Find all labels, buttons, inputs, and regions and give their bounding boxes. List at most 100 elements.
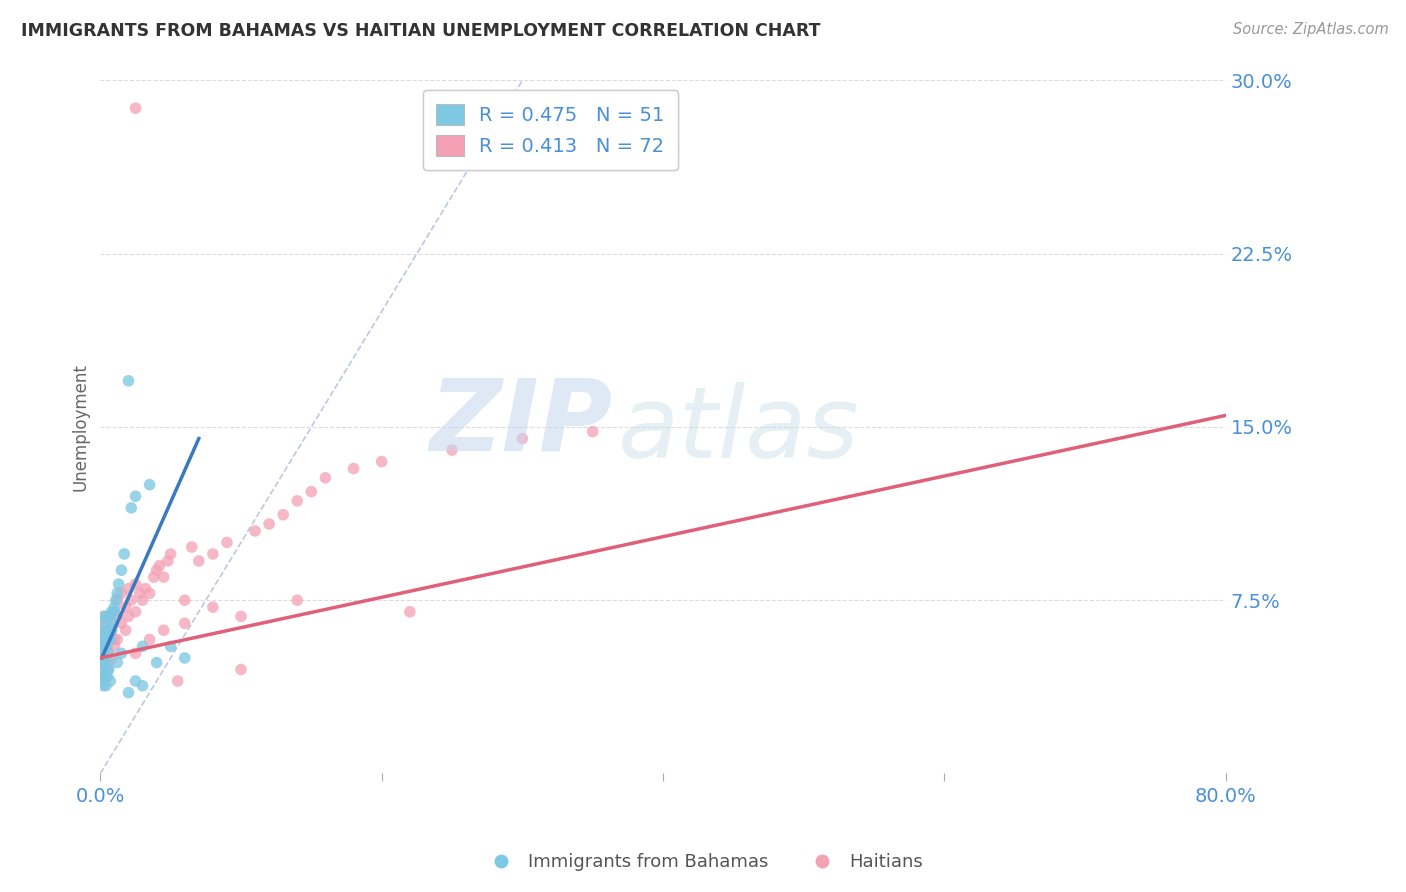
Point bbox=[138, 477, 160, 491]
Point bbox=[105, 586, 128, 600]
Point bbox=[159, 640, 181, 654]
Point bbox=[117, 609, 139, 624]
Point bbox=[117, 685, 139, 699]
Point bbox=[94, 669, 117, 683]
Point bbox=[124, 646, 146, 660]
Point bbox=[173, 651, 195, 665]
Point bbox=[94, 616, 117, 631]
Point bbox=[96, 609, 118, 624]
Point bbox=[96, 609, 118, 624]
Point bbox=[285, 593, 308, 607]
Y-axis label: Unemployment: Unemployment bbox=[72, 363, 89, 491]
Point bbox=[91, 632, 114, 647]
Point bbox=[94, 679, 117, 693]
Point bbox=[98, 632, 121, 647]
Point bbox=[103, 605, 125, 619]
Point bbox=[96, 663, 118, 677]
Text: atlas: atlas bbox=[619, 382, 859, 479]
Point bbox=[93, 651, 115, 665]
Point bbox=[105, 609, 128, 624]
Point bbox=[138, 632, 160, 647]
Point bbox=[93, 632, 115, 647]
Point bbox=[107, 577, 129, 591]
Point bbox=[120, 593, 142, 607]
Point bbox=[299, 484, 322, 499]
Point bbox=[91, 656, 114, 670]
Point bbox=[94, 624, 117, 638]
Point bbox=[105, 656, 128, 670]
Point bbox=[112, 547, 135, 561]
Point bbox=[131, 593, 153, 607]
Point bbox=[110, 616, 132, 631]
Point bbox=[120, 500, 142, 515]
Point bbox=[97, 632, 120, 647]
Point bbox=[98, 674, 121, 689]
Point bbox=[166, 674, 188, 689]
Point bbox=[90, 640, 112, 654]
Point bbox=[124, 674, 146, 689]
Point bbox=[138, 586, 160, 600]
Point bbox=[100, 624, 122, 638]
Point bbox=[173, 593, 195, 607]
Text: IMMIGRANTS FROM BAHAMAS VS HAITIAN UNEMPLOYMENT CORRELATION CHART: IMMIGRANTS FROM BAHAMAS VS HAITIAN UNEMP… bbox=[21, 22, 821, 40]
Point bbox=[152, 570, 174, 584]
Point bbox=[90, 624, 112, 638]
Point bbox=[91, 674, 114, 689]
Point bbox=[229, 609, 252, 624]
Point bbox=[98, 628, 121, 642]
Point bbox=[96, 640, 118, 654]
Point bbox=[94, 651, 117, 665]
Point bbox=[97, 656, 120, 670]
Point bbox=[370, 455, 392, 469]
Point bbox=[105, 632, 128, 647]
Point bbox=[124, 489, 146, 503]
Point bbox=[93, 669, 115, 683]
Point bbox=[229, 663, 252, 677]
Point bbox=[243, 524, 266, 538]
Point bbox=[314, 471, 336, 485]
Point bbox=[101, 616, 124, 631]
Point bbox=[93, 609, 115, 624]
Point bbox=[103, 632, 125, 647]
Point bbox=[96, 663, 118, 677]
Point bbox=[110, 586, 132, 600]
Point bbox=[180, 540, 202, 554]
Point bbox=[93, 663, 115, 677]
Text: ZIP: ZIP bbox=[429, 375, 613, 472]
Point bbox=[156, 554, 179, 568]
Point bbox=[117, 374, 139, 388]
Point bbox=[91, 640, 114, 654]
Point bbox=[104, 593, 127, 607]
Point bbox=[93, 628, 115, 642]
Point bbox=[142, 570, 165, 584]
Point bbox=[148, 558, 170, 573]
Point bbox=[91, 679, 114, 693]
Point bbox=[124, 605, 146, 619]
Point bbox=[94, 640, 117, 654]
Point bbox=[110, 563, 132, 577]
Point bbox=[173, 616, 195, 631]
Point bbox=[187, 554, 209, 568]
Legend: R = 0.475   N = 51, R = 0.413   N = 72: R = 0.475 N = 51, R = 0.413 N = 72 bbox=[423, 90, 678, 169]
Point bbox=[97, 646, 120, 660]
Point bbox=[285, 494, 308, 508]
Point bbox=[100, 624, 122, 638]
Point bbox=[215, 535, 238, 549]
Point bbox=[103, 605, 125, 619]
Point bbox=[96, 669, 118, 683]
Point bbox=[271, 508, 294, 522]
Point bbox=[398, 605, 420, 619]
Point bbox=[145, 563, 167, 577]
Text: Source: ZipAtlas.com: Source: ZipAtlas.com bbox=[1233, 22, 1389, 37]
Point bbox=[90, 651, 112, 665]
Point bbox=[131, 679, 153, 693]
Point bbox=[91, 656, 114, 670]
Point bbox=[93, 669, 115, 683]
Point bbox=[342, 461, 364, 475]
Point bbox=[93, 646, 115, 660]
Point bbox=[101, 616, 124, 631]
Point bbox=[93, 616, 115, 631]
Point bbox=[98, 609, 121, 624]
Point bbox=[131, 640, 153, 654]
Point bbox=[91, 609, 114, 624]
